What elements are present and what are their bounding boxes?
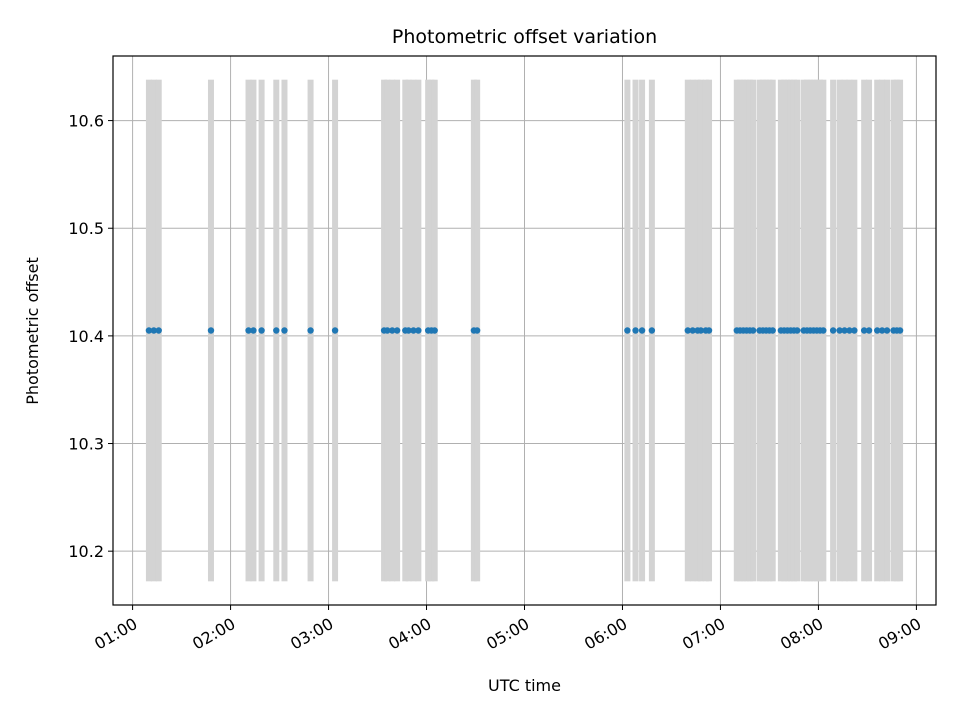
x-tick-label: 03:00	[287, 614, 336, 654]
data-point	[874, 327, 881, 334]
data-point	[829, 327, 837, 334]
x-tick-label: 01:00	[91, 614, 140, 654]
chart-title: Photometric offset variation	[392, 26, 657, 48]
data-point	[648, 327, 656, 334]
data-point	[705, 327, 713, 334]
data-point	[389, 327, 396, 334]
data-point	[820, 327, 827, 334]
x-tick-label: 05:00	[483, 614, 532, 654]
data-point	[697, 327, 705, 334]
y-tick-label: 10.2	[68, 542, 104, 561]
data-point	[624, 327, 631, 334]
data-point	[846, 327, 853, 334]
data-point	[638, 327, 646, 334]
data-point	[684, 327, 691, 334]
y-axis-ticks: 10.2 10.3 10.4 10.5 10.6	[68, 112, 113, 561]
y-axis-title: Photometric offset	[23, 257, 42, 405]
x-tick-label: 08:00	[777, 614, 826, 654]
data-point	[632, 327, 639, 334]
y-tick-label: 10.5	[68, 219, 104, 238]
data-point	[841, 327, 848, 334]
data-point	[155, 327, 162, 334]
data-point	[405, 327, 412, 334]
data-point	[415, 327, 422, 334]
data-point	[749, 327, 757, 334]
data-point	[273, 327, 280, 334]
x-tick-label: 09:00	[875, 614, 924, 654]
data-point	[431, 327, 438, 334]
data-point	[836, 327, 843, 334]
data-point	[207, 327, 215, 334]
data-point	[883, 327, 891, 334]
x-tick-label: 06:00	[581, 614, 630, 654]
x-axis-ticks: 01:00 02:00 03:00 04:00 05:00 06:00 07:00 08:00…	[91, 605, 924, 654]
data-point	[307, 327, 314, 334]
data-point	[860, 327, 868, 334]
x-tick-label: 04:00	[385, 614, 434, 654]
x-tick-label: 02:00	[189, 614, 238, 654]
data-point	[794, 327, 801, 334]
x-axis-title: UTC time	[488, 676, 561, 695]
data-point	[410, 327, 417, 334]
data-point	[384, 327, 391, 334]
data-point	[150, 327, 158, 334]
data-point	[878, 327, 886, 334]
y-tick-label: 10.3	[68, 435, 104, 454]
data-point	[258, 327, 265, 334]
y-tick-label: 10.4	[68, 327, 104, 346]
x-tick-label: 07:00	[679, 614, 728, 654]
data-point	[331, 327, 339, 334]
data-point	[145, 327, 153, 334]
data-point	[896, 327, 904, 334]
data-point	[689, 327, 696, 334]
data-point	[865, 327, 873, 334]
data-point	[250, 327, 257, 334]
data-point	[393, 327, 401, 334]
data-point	[281, 327, 288, 334]
data-point	[851, 327, 858, 334]
data-point	[473, 327, 481, 334]
data-point	[245, 327, 252, 334]
y-tick-label: 10.6	[68, 112, 104, 131]
data-point	[769, 327, 776, 334]
point-layer	[145, 327, 904, 334]
